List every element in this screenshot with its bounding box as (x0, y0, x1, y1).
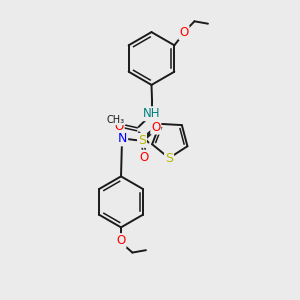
Text: O: O (151, 121, 160, 134)
Text: O: O (116, 234, 126, 247)
Text: N: N (118, 132, 127, 146)
Text: NH: NH (143, 107, 160, 120)
Text: O: O (115, 120, 124, 133)
Text: S: S (165, 152, 173, 165)
Text: CH₃: CH₃ (107, 115, 125, 125)
Text: S: S (138, 134, 146, 147)
Text: O: O (179, 26, 189, 39)
Text: O: O (140, 151, 149, 164)
